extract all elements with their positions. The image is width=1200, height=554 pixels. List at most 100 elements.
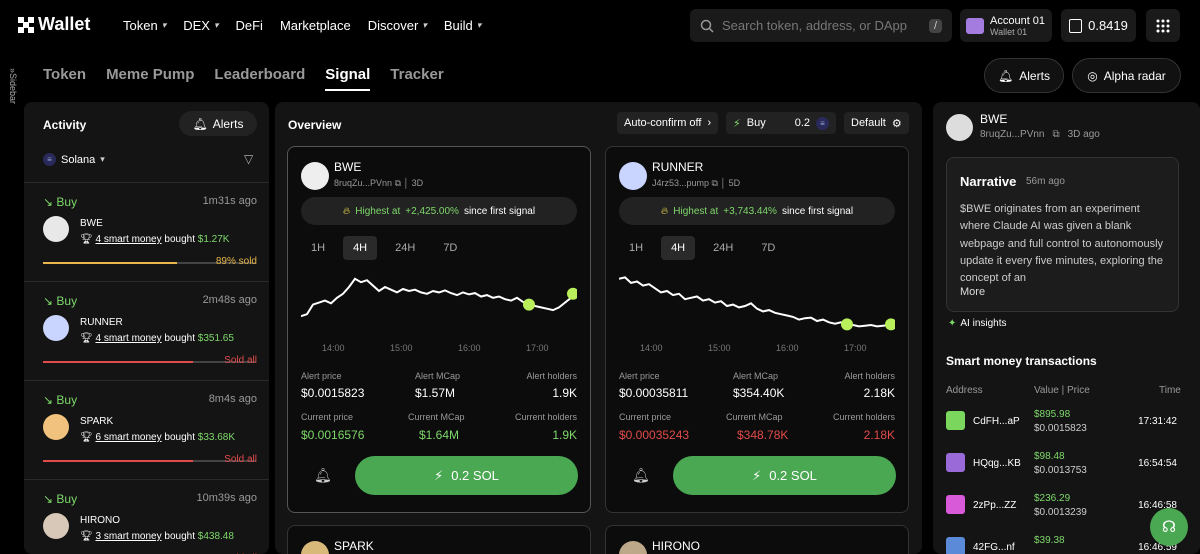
quick-buy-button[interactable]: ⚡︎ 0.2 SOL: [673, 456, 896, 495]
balance-button[interactable]: 0.8419: [1061, 9, 1136, 42]
alpha-radar-button[interactable]: ◎ Alpha radar: [1072, 58, 1181, 93]
chain-select[interactable]: ≡ Solana ▾: [43, 153, 105, 166]
add-alert-icon[interactable]: 🔔︎: [632, 467, 650, 483]
smart-money-row[interactable]: 42FG...nf $39.38 16:46:59: [946, 533, 1186, 554]
x-tick-label: 15:00: [390, 343, 413, 353]
filter-icon[interactable]: ▽: [244, 152, 254, 166]
col-value-price: Value | Price: [1034, 385, 1090, 396]
signal-card-hirono[interactable]: HIRONO: [605, 525, 909, 554]
more-link[interactable]: More: [960, 286, 986, 298]
signal-card-spark[interactable]: SPARK: [287, 525, 591, 554]
nav-token[interactable]: Token ▾: [123, 18, 167, 33]
timeframe-tabs: 1H 4H 24H 7D: [619, 236, 785, 260]
add-alert-icon[interactable]: 🔔︎: [314, 467, 332, 483]
quick-buy-setting[interactable]: ⚡︎ Buy 0.2 ≡: [726, 112, 836, 134]
support-chat-button[interactable]: ☊: [1150, 508, 1188, 546]
timeframe-4h[interactable]: 4H: [661, 236, 696, 260]
alerts-button[interactable]: 🔔︎ Alerts: [984, 58, 1064, 93]
activity-item[interactable]: ↘ Buy 8m4s ago SPARK 🏆︎ 6 smart money bo…: [24, 380, 269, 479]
ai-insights-link[interactable]: ✦ AI insights: [948, 318, 1007, 329]
trophy-icon: 🏆︎: [80, 432, 93, 443]
x-tick-label: 14:00: [640, 343, 663, 353]
signal-card[interactable]: RUNNER J4rz53...pump ⧉ │ 5D 🔥︎ Highest at…: [605, 146, 909, 513]
wallet-icon: [1069, 18, 1083, 33]
nav-marketplace[interactable]: Marketplace: [279, 18, 351, 33]
nav-build[interactable]: Build ▾: [443, 18, 482, 33]
chevron-down-icon: ▾: [100, 154, 105, 164]
alerts-label: Alerts: [1019, 68, 1050, 83]
tab-signal[interactable]: Signal: [325, 66, 371, 91]
search-shortcut: /: [928, 18, 942, 33]
activity-item[interactable]: ↘ Buy 1m31s ago BWE 🏆︎ 4 smart money bou…: [24, 182, 269, 281]
sidebar-toggle[interactable]: » Sidebar: [0, 62, 18, 552]
smart-money-link[interactable]: 3 smart money: [95, 531, 162, 542]
copy-icon[interactable]: ⧉: [1052, 129, 1060, 140]
tab-meme-pump[interactable]: Meme Pump: [106, 66, 195, 83]
wallet-address[interactable]: HQqg...KB: [973, 458, 1021, 469]
sold-status: Sold all: [224, 355, 257, 366]
activity-item[interactable]: ↘ Buy 2m48s ago RUNNER 🏆︎ 4 smart money …: [24, 281, 269, 380]
apps-grid-button[interactable]: [1146, 9, 1180, 42]
timeframe-24h[interactable]: 24H: [395, 242, 416, 254]
wallet-address[interactable]: 2zPp...ZZ: [973, 500, 1017, 511]
logo-text: Wallet: [38, 14, 91, 34]
tab-token[interactable]: Token: [43, 66, 87, 83]
token-avatar: [43, 414, 69, 440]
copy-icon[interactable]: ⧉: [711, 178, 718, 188]
timeframe-1h[interactable]: 1H: [311, 242, 326, 254]
token-name: BWE: [334, 160, 362, 174]
timeframe-24h[interactable]: 24H: [713, 242, 734, 254]
smart-money-row[interactable]: CdFH...aP $895.98 $0.0015823 17:31:42: [946, 407, 1186, 447]
col-address: Address: [946, 385, 983, 396]
buy-label: ↘ Buy: [43, 294, 78, 308]
preset-default-button[interactable]: Default ⚙︎: [844, 112, 909, 134]
current-price: $0.00035243: [619, 428, 690, 442]
nav-defi[interactable]: DeFi: [235, 18, 263, 33]
smart-money-link[interactable]: 4 smart money: [95, 333, 162, 344]
token-age: 5D: [728, 178, 741, 188]
wallet-avatar: [946, 537, 965, 554]
narrative-time: 56m ago: [1026, 176, 1065, 187]
search-input[interactable]: Search token, address, or DApp /: [690, 9, 952, 42]
tx-time: 17:31:42: [1138, 416, 1177, 427]
tx-price: $0.0013239: [1034, 507, 1087, 518]
chevron-down-icon: ▾: [476, 20, 482, 30]
wallet-address[interactable]: CdFH...aP: [973, 416, 1020, 427]
timeframe-7d[interactable]: 7D: [443, 242, 458, 254]
activity-alerts-button[interactable]: 🔔︎ Alerts: [179, 111, 257, 136]
bought-amount: $33.68K: [197, 432, 236, 443]
account-switcher[interactable]: Account 01 Wallet 01: [960, 9, 1052, 42]
alert-price: $0.0015823: [301, 386, 365, 400]
tab-leaderboard[interactable]: Leaderboard: [214, 66, 306, 83]
col-time: Time: [1159, 385, 1181, 396]
tx-price: $0.0013753: [1034, 465, 1087, 476]
token-detail-panel: BWE 8ruqZu...PVnn ⧉ 3D ago Narrative 56m a…: [933, 102, 1200, 554]
timeframe-4h[interactable]: 4H: [343, 236, 378, 260]
tab-tracker[interactable]: Tracker: [390, 66, 444, 83]
alert-mcap: $1.57M: [415, 386, 456, 400]
smart-money-row[interactable]: HQqg...KB $98.48 $0.0013753 16:54:54: [946, 449, 1186, 489]
timeframe-7d[interactable]: 7D: [761, 242, 776, 254]
signal-card[interactable]: BWE 8ruqZu...PVnn ⧉ │ 3D 🔥︎ Highest at +2,…: [287, 146, 591, 513]
current-mcap: $1.64M: [419, 428, 460, 442]
auto-confirm-button[interactable]: Auto-confirm off ›: [617, 112, 719, 134]
copy-icon[interactable]: ⧉: [394, 178, 401, 188]
lightning-icon: ⚡︎: [434, 467, 444, 483]
arrow-down-right-icon: ↘: [43, 294, 54, 308]
activity-item[interactable]: ↘ Buy 10m39s ago HIRONO 🏆︎ 3 smart money…: [24, 479, 269, 554]
section-tabs: Token Meme Pump Leaderboard Signal Track…: [43, 66, 444, 91]
wallet-address[interactable]: 42FG...nf: [973, 542, 1015, 553]
narrative-card: Narrative 56m ago $BWE originates from a…: [946, 157, 1179, 312]
bought-amount: $351.65: [197, 333, 234, 344]
nav-discover[interactable]: Discover ▾: [367, 18, 427, 33]
sold-progress-bar: [43, 460, 256, 462]
logo[interactable]: Wallet: [18, 14, 90, 35]
timeframe-1h[interactable]: 1H: [629, 242, 644, 254]
smart-money-link[interactable]: 6 smart money: [95, 432, 162, 443]
smart-money-link[interactable]: 4 smart money: [95, 234, 162, 245]
tx-time: 16:46:58: [1138, 500, 1177, 511]
quick-buy-button[interactable]: ⚡︎ 0.2 SOL: [355, 456, 578, 495]
smart-money-row[interactable]: 2zPp...ZZ $236.29 $0.0013239 16:46:58: [946, 491, 1186, 531]
current-price: $0.0016576: [301, 428, 365, 442]
nav-dex[interactable]: DEX ▾: [183, 18, 219, 33]
